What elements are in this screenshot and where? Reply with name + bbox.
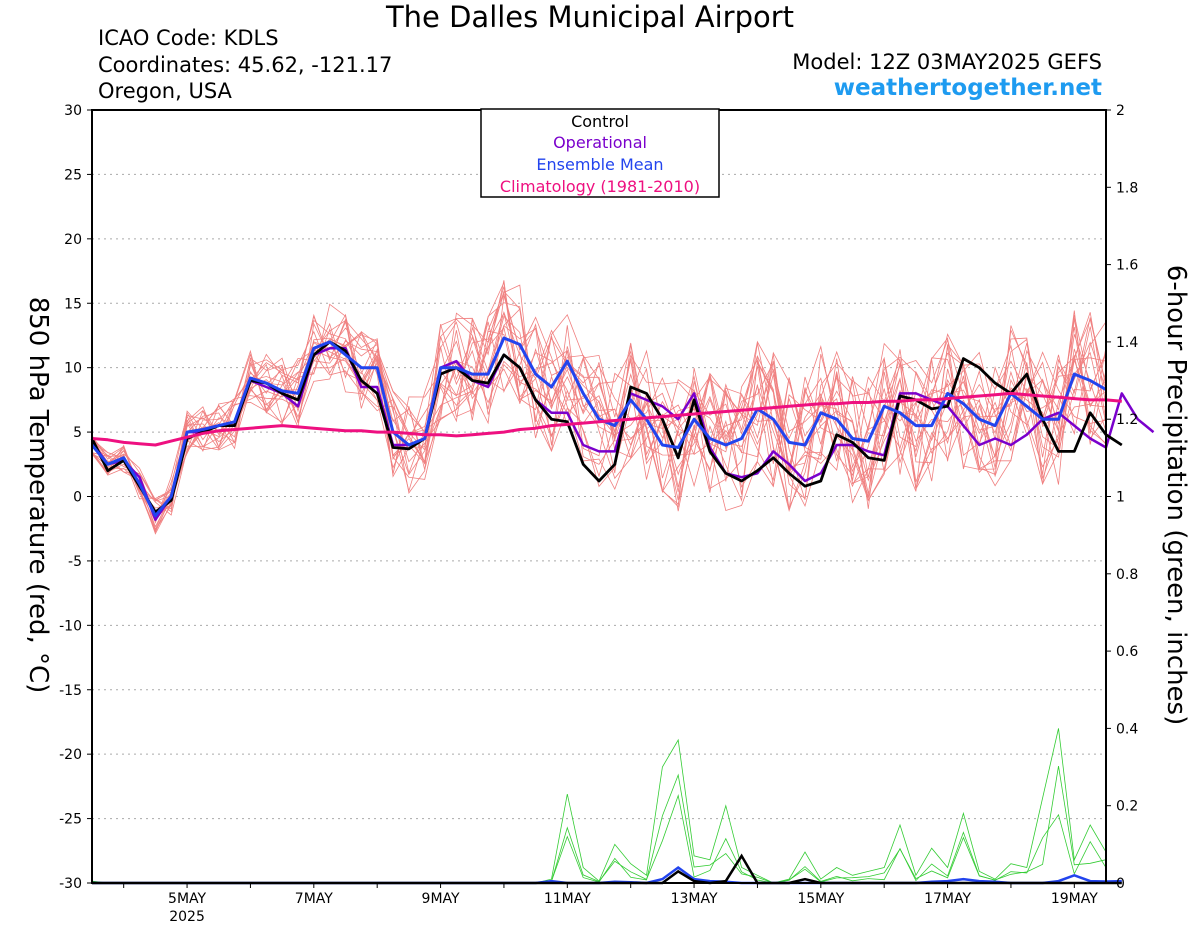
y-tick-label: -30 bbox=[59, 876, 82, 892]
series-line-control bbox=[90, 340, 1123, 514]
ensemble-member-line bbox=[91, 315, 1107, 500]
y-tick-label: -10 bbox=[59, 618, 82, 634]
x-tick-label: 19MAY bbox=[1051, 891, 1098, 907]
ensemble-member-line bbox=[91, 281, 1107, 528]
ensemble-member-line bbox=[91, 280, 1107, 531]
y-tick-label: 15 bbox=[64, 296, 82, 312]
ensemble-member-line bbox=[91, 295, 1107, 533]
y2-tick-label: 1.4 bbox=[1116, 335, 1138, 351]
precip-member-line bbox=[91, 766, 1107, 884]
legend-operational: Operational bbox=[553, 133, 647, 152]
model-run-label: Model: 12Z 03MAY2025 GEFS bbox=[792, 50, 1102, 74]
y2-tick-label: 1.8 bbox=[1116, 180, 1138, 196]
precip-member-line bbox=[91, 793, 1107, 884]
ensemble-member-line bbox=[91, 327, 1107, 523]
icao-code-label: ICAO Code: KDLS bbox=[98, 26, 279, 50]
y-tick-label: 10 bbox=[64, 361, 82, 377]
series-line-ensemble-mean bbox=[90, 336, 1107, 518]
y2-tick-label: 0.4 bbox=[1116, 721, 1138, 737]
y-tick-label: -25 bbox=[59, 812, 82, 828]
y2-tick-label: 1.6 bbox=[1116, 258, 1138, 274]
ensemble-member-line bbox=[91, 284, 1107, 531]
x-tick-label: 15MAY bbox=[797, 891, 844, 907]
y2-tick-label: 0.6 bbox=[1116, 644, 1138, 660]
series-line-climatology-1981-2010 bbox=[91, 391, 1122, 447]
y2-tick-label: 0.8 bbox=[1116, 567, 1138, 583]
y-tick-label: -20 bbox=[59, 747, 82, 763]
legend-ensemble-mean: Ensemble Mean bbox=[536, 155, 663, 174]
ensemble-member-lines bbox=[91, 280, 1107, 535]
legend-control: Control bbox=[571, 112, 629, 131]
y2-tick-label: 1 bbox=[1116, 490, 1125, 506]
gridlines bbox=[92, 173, 1106, 820]
y2-tick-label: 0 bbox=[1116, 876, 1125, 892]
y-tick-label: 25 bbox=[64, 167, 82, 183]
y2-tick-label: 1.2 bbox=[1116, 412, 1138, 428]
location-label: Oregon, USA bbox=[98, 79, 232, 103]
site-link[interactable]: weathertogether.net bbox=[833, 75, 1102, 101]
legend-climatology: Climatology (1981-2010) bbox=[500, 177, 700, 196]
precipitation-lines bbox=[91, 728, 1122, 885]
ensemble-member-line bbox=[91, 308, 1107, 505]
plot-frame bbox=[91, 109, 1107, 884]
x-tick-label: 11MAY bbox=[544, 891, 591, 907]
legend-box bbox=[480, 108, 720, 198]
main-series-lines bbox=[90, 336, 1155, 521]
coordinates-label: Coordinates: 45.62, -121.17 bbox=[98, 53, 393, 77]
y2-axis-label: 6-hour Precipitation (green, inches) bbox=[1161, 265, 1191, 725]
chart-title: The Dalles Municipal Airport bbox=[385, 0, 795, 34]
y-tick-label: 20 bbox=[64, 232, 82, 248]
y-axis-right-ticks: 2 1.8 1.6 1.4 1.2 1 0.8 0.6 0.4 0.2 0 bbox=[1106, 103, 1138, 892]
x-tick-label: 9MAY bbox=[422, 891, 460, 907]
legend: Control Operational Ensemble Mean Climat… bbox=[480, 108, 720, 198]
y-tick-label: -15 bbox=[59, 683, 82, 699]
x-tick-label: 5MAY bbox=[168, 891, 206, 907]
y-tick-label: 5 bbox=[73, 425, 82, 441]
x-tick-label: 13MAY bbox=[671, 891, 718, 907]
x-tick-year-label: 2025 bbox=[169, 909, 205, 925]
precip-member-line bbox=[91, 728, 1107, 884]
y2-tick-label: 0.2 bbox=[1116, 799, 1138, 815]
ensemble-member-line bbox=[91, 292, 1107, 535]
y-tick-label: -5 bbox=[68, 554, 82, 570]
x-tick-label: 17MAY bbox=[924, 891, 971, 907]
y-tick-label: 30 bbox=[64, 103, 82, 119]
y2-tick-label: 2 bbox=[1116, 103, 1125, 119]
ensemble-member-line bbox=[91, 302, 1107, 510]
y-axis-left-ticks: 30 25 20 15 10 5 0 -5 -10 -15 -20 -25 -30 bbox=[59, 103, 92, 892]
y-axis-label: 850 hPa Temperature (red, °C) bbox=[23, 297, 53, 694]
x-axis-ticks: 5MAY 2025 7MAY 9MAY 11MAY 13MAY 15MAY 17MAY 19MA… bbox=[123, 883, 1098, 925]
x-tick-label: 7MAY bbox=[295, 891, 333, 907]
y-tick-label: 0 bbox=[73, 490, 82, 506]
